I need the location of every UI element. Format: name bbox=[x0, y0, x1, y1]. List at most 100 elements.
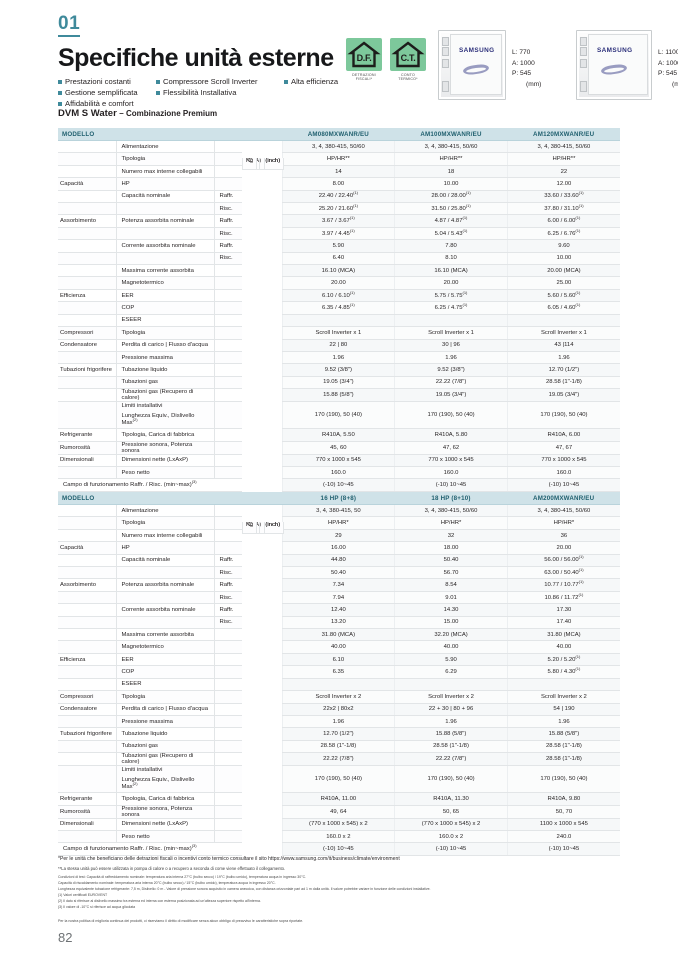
row-label bbox=[116, 566, 214, 580]
cell-value: Scroll Inverter x 2 bbox=[281, 690, 395, 704]
cell-value: R410A, 6.00 bbox=[506, 428, 620, 442]
chapter-number: 01 bbox=[58, 14, 81, 37]
row-group-label: Compressori bbox=[58, 690, 117, 704]
cell-value: 14.30 bbox=[394, 603, 508, 617]
table-row: Limiti installativi Lunghezza Equiv., Dis… bbox=[58, 522, 620, 794]
row-group-label: Refrigerante bbox=[58, 428, 117, 442]
row-group-label bbox=[58, 466, 117, 480]
bullet-square-icon bbox=[58, 101, 62, 106]
row-group-label bbox=[58, 752, 117, 767]
row-label: Tipologia, Carica di fabbrica bbox=[116, 792, 214, 806]
bullet-square-icon bbox=[156, 79, 160, 84]
cell-value: (770 x 1000 x 545) x 2 bbox=[281, 818, 395, 832]
row-label: Magnetotermico bbox=[116, 276, 214, 290]
cell-value: 31.80 (MCA) bbox=[506, 628, 620, 642]
cell-value: HP/HR** bbox=[506, 152, 620, 166]
cell-value: 170 (190), 50 (40) bbox=[281, 765, 395, 794]
table-row: Tipologia-HP/HR*HP/HR*HP/HR* bbox=[58, 516, 620, 535]
row-label: Tubazione liquido bbox=[116, 727, 214, 741]
cell-value: 50, 70 bbox=[506, 805, 620, 819]
row-group-label bbox=[58, 554, 117, 568]
badge-caption-line1: DETRAZIONI bbox=[352, 73, 376, 77]
cell-value: 43 |114 bbox=[506, 339, 620, 352]
row-group-label bbox=[58, 765, 117, 794]
table-row: AlimentazioneΦ, #, V, Hz3, 4, 380-415, 5… bbox=[58, 140, 620, 171]
incentive-badges: D.F. DETRAZIONI FISCALI* C.T. CONTO TERM… bbox=[346, 38, 426, 82]
cell-value: 170 (190), 50 (40) bbox=[506, 401, 620, 430]
cell-value: 16.10 (MCA) bbox=[281, 264, 395, 278]
feature-item: Prestazioni costanti bbox=[58, 77, 146, 86]
spec-table-premium-1: MODELLO AM080MXWANR/EU AM100MXWANR/EU AM… bbox=[58, 128, 620, 492]
unit-image: SAMSUNG bbox=[438, 30, 506, 100]
footnote-line: (2) Il dato si riferisce al dislivello m… bbox=[58, 899, 261, 904]
cell-value: 30 | 96 bbox=[394, 339, 508, 352]
row-unit: °C bbox=[242, 522, 257, 535]
row-sublabel bbox=[213, 740, 242, 754]
row-group-label: Compressori bbox=[58, 326, 117, 340]
feature-label: Flessibilità Installativa bbox=[163, 88, 237, 98]
cell-value: 22x2 | 80x2 bbox=[281, 703, 395, 716]
feature-label: Gestione semplificata bbox=[65, 88, 138, 98]
row-group-label bbox=[58, 603, 117, 617]
footnote-line: (1) Valori certificati EUROVENT bbox=[58, 893, 108, 898]
product-photo-unit-1: SAMSUNG L: 770 A: 1000 P: 545 (mm) bbox=[438, 30, 541, 100]
cell-value: R410A, 5.50 bbox=[281, 428, 395, 442]
cell-value: 1100 x 1000 x 545 bbox=[506, 818, 620, 832]
footnote-marker: (3) bbox=[191, 843, 197, 849]
badge-conto-termico: C.T. CONTO TERMICO* bbox=[390, 38, 426, 82]
table-row: Campo di funzionamento Raffr. / Risc. (m… bbox=[58, 158, 620, 492]
cell-value: 19.05 (3/4") bbox=[506, 388, 620, 403]
footnote-marker: (1) bbox=[349, 289, 355, 295]
table-row: Limiti installativi Lunghezza Equiv., Dis… bbox=[58, 158, 620, 430]
column-header-model-2: 18 HP (8+10) bbox=[394, 492, 508, 505]
bullet-square-icon bbox=[58, 90, 62, 95]
row-label: Tipologia, Carica di fabbrica bbox=[116, 428, 214, 442]
row-sublabel bbox=[213, 715, 242, 729]
row-sublabel bbox=[213, 276, 242, 290]
row-group-label bbox=[58, 640, 117, 654]
cell-value: 28.58 (1"-1/8) bbox=[506, 376, 620, 390]
row-group-label bbox=[58, 252, 117, 266]
feature-label: Affidabilità e comfort bbox=[65, 99, 134, 109]
footnote-primary: *Per le unità che beneficiano delle detr… bbox=[58, 856, 400, 862]
cell-value: 18 bbox=[394, 165, 508, 179]
row-sublabel: Risc. bbox=[213, 616, 242, 630]
cell-value: Scroll Inverter x 1 bbox=[281, 326, 395, 340]
cell-value: 3, 4, 380-415, 50/60 bbox=[281, 140, 395, 154]
table-row: Efficienza EER 6.10 / 6.10(1) 5.75 / 5.75(1… bbox=[58, 158, 620, 303]
cell-value: 3.97 / 4.45(1) bbox=[281, 227, 395, 241]
table-row: ESEER bbox=[58, 522, 620, 692]
footnote-marker: (2) bbox=[132, 416, 138, 422]
table-row: Massima corrente assorbita 31.80 (MCA) 32.… bbox=[58, 522, 620, 642]
cell-value: 160.0 x 2 bbox=[281, 830, 395, 844]
footnote-line: Lunghezza equivalente tubazione refriger… bbox=[58, 887, 431, 892]
cell-value: 32.20 (MCA) bbox=[394, 628, 508, 642]
row-sublabel: Raffr. bbox=[213, 239, 242, 253]
footnote-line: (3) Il valore di -10°C si riferisce ad a… bbox=[58, 905, 136, 910]
cell-value: 1.96 bbox=[281, 351, 395, 365]
footnotes: *Per le unità che beneficiano delle detr… bbox=[58, 856, 658, 923]
row-sublabel bbox=[213, 541, 242, 555]
row-label: Tubazioni gas bbox=[116, 740, 214, 754]
table-row: Risc. 13.20 15.00 17.40 bbox=[58, 522, 620, 630]
row-group-label bbox=[58, 678, 117, 692]
table-body: AlimentazioneΦ, #, V, Hz3, 4, 380-415, 5… bbox=[58, 504, 620, 856]
row-sublabel bbox=[213, 454, 242, 468]
cell-value: 8.10 bbox=[394, 252, 508, 266]
cell-value: 12.70 (1/2") bbox=[281, 727, 395, 741]
cell-value bbox=[394, 314, 508, 328]
unit-image: SAMSUNG bbox=[576, 30, 652, 100]
bullet-square-icon bbox=[156, 90, 160, 95]
cell-value: 19.05 (3/4") bbox=[394, 388, 508, 403]
row-label: Perdita di carico | Flusso d'acqua bbox=[116, 703, 214, 716]
cell-value: 22.22 (7/8") bbox=[394, 752, 508, 767]
cell-value: 31.80 (MCA) bbox=[281, 628, 395, 642]
cell-value: 1.96 bbox=[506, 351, 620, 365]
cell-value: 6.35 / 4.85(1) bbox=[281, 301, 395, 315]
cell-value: (-10) 10~45 bbox=[506, 842, 620, 856]
cell-value: 6.25 / 4.75(1) bbox=[394, 301, 508, 315]
